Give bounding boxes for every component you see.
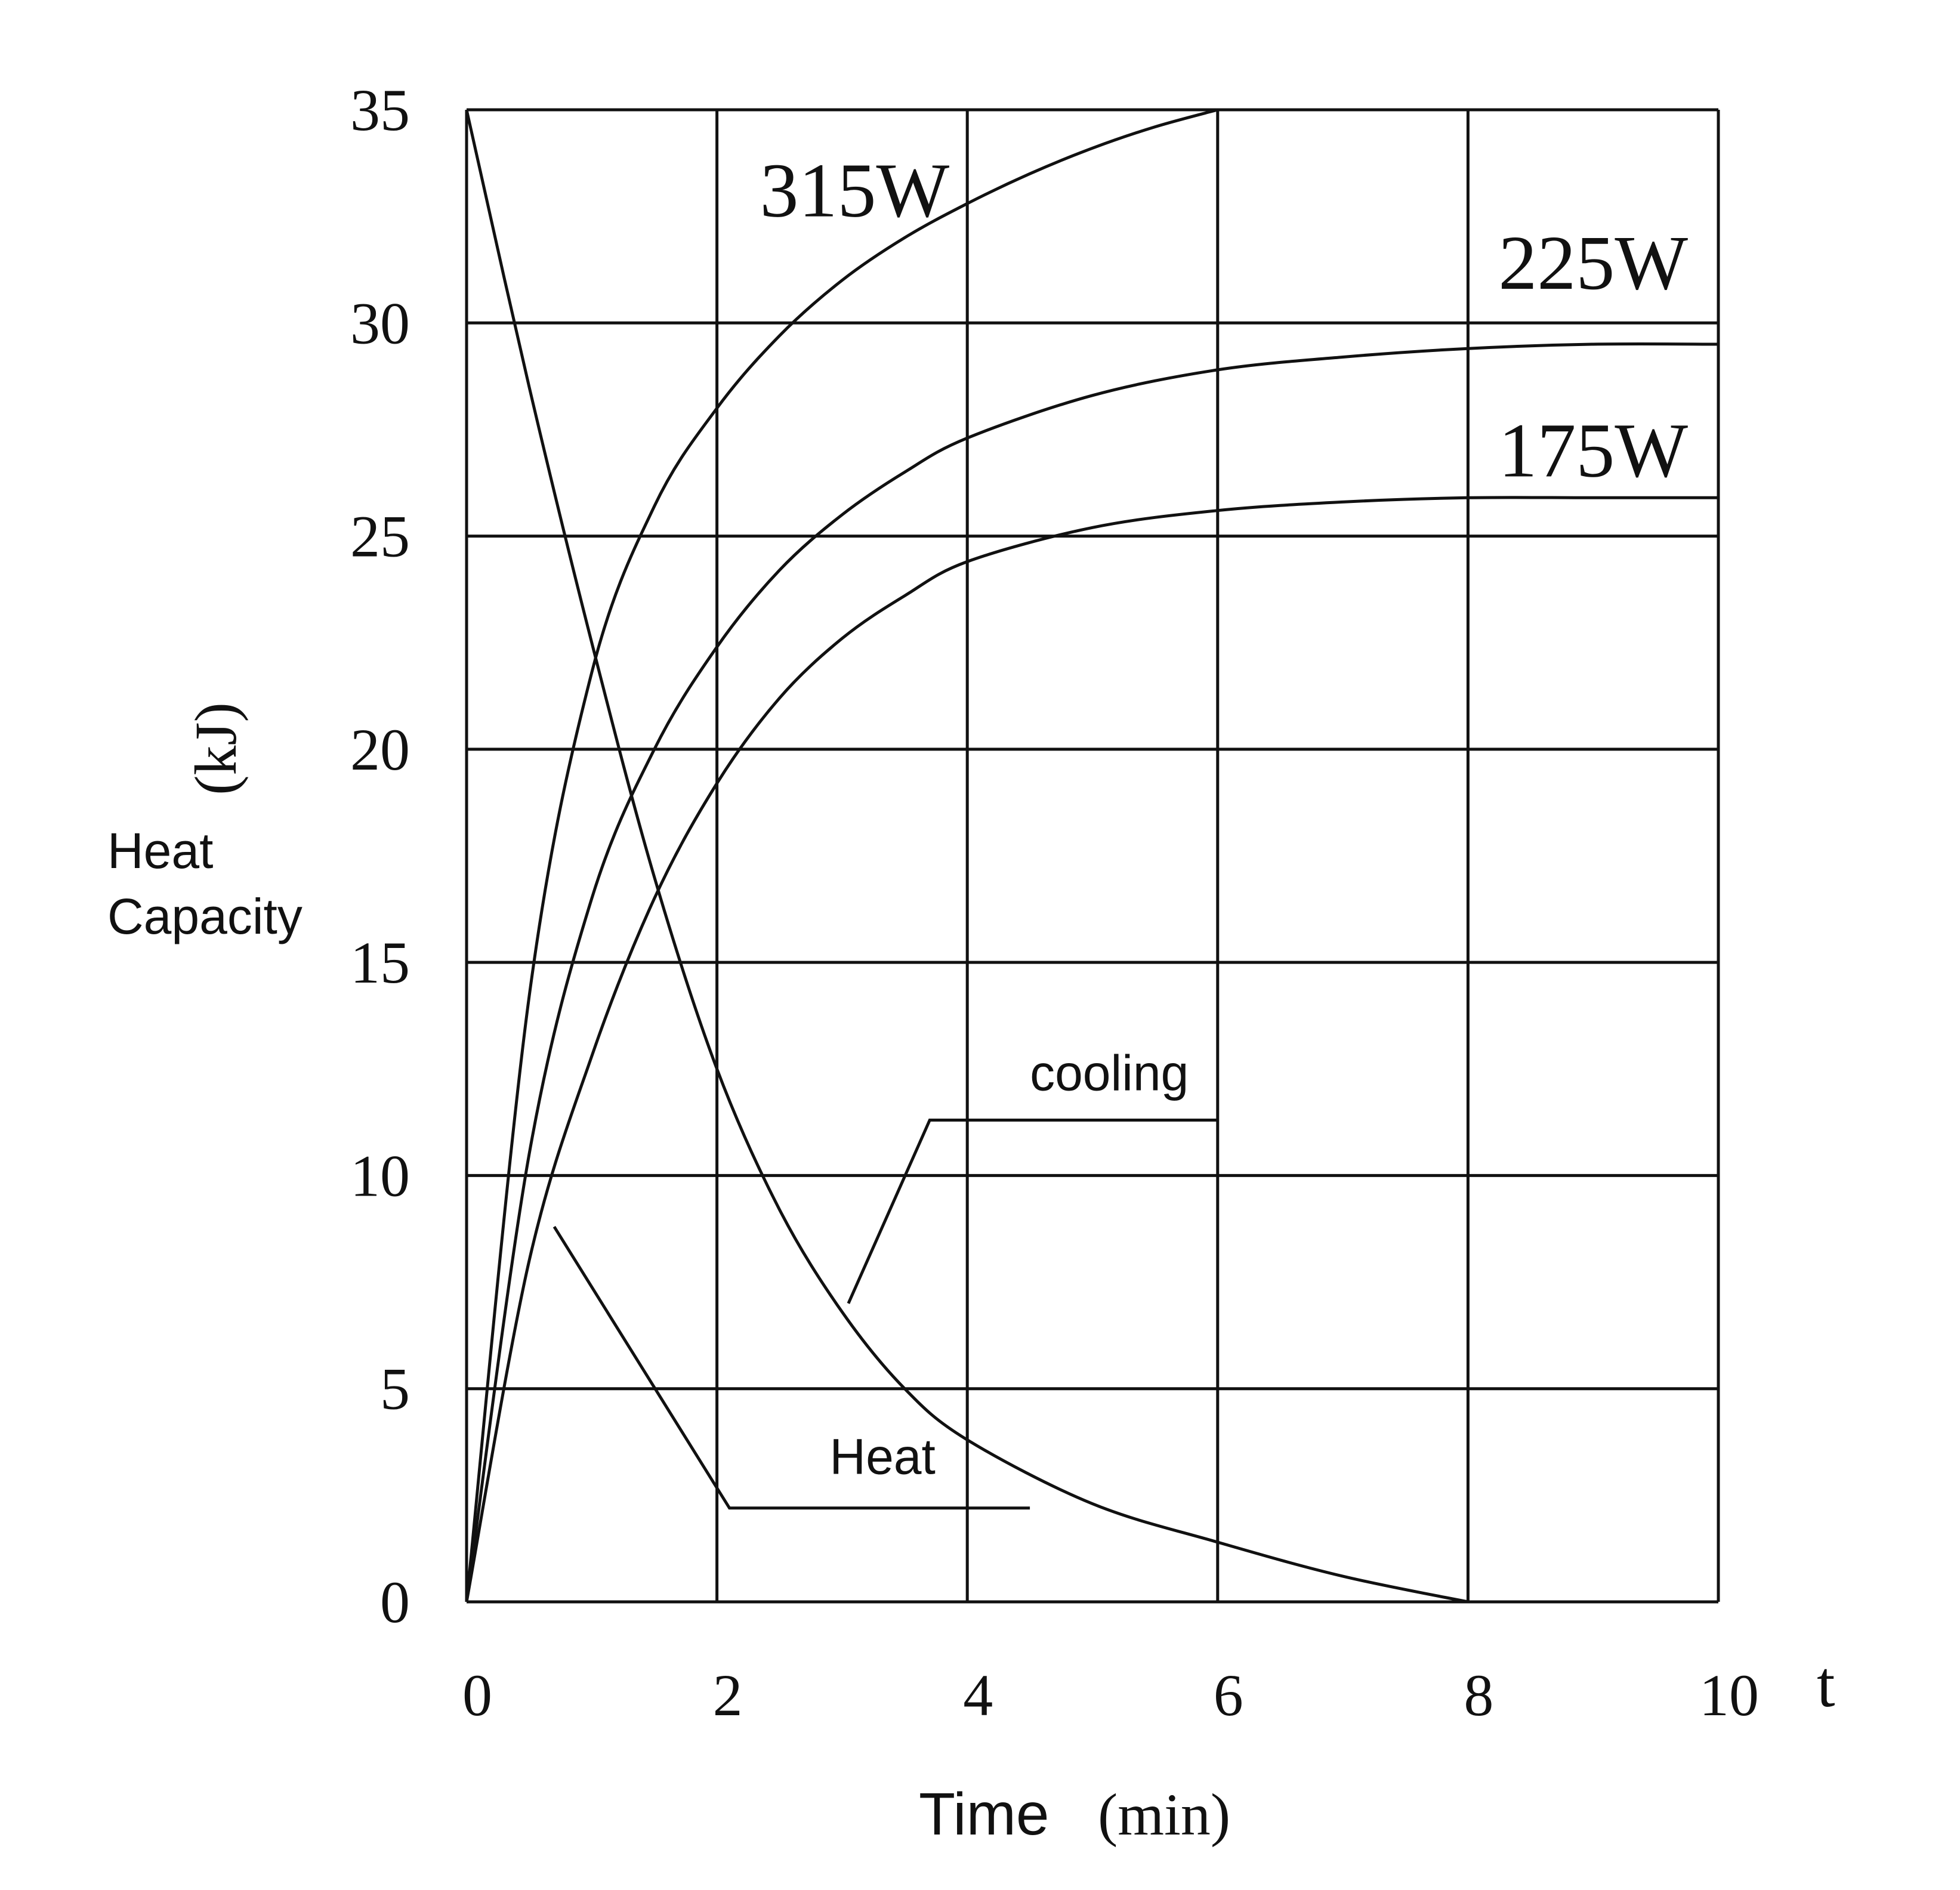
x-axis-label: Time [919,1781,1050,1848]
x-tick-labels: 0 2 4 6 8 10 [462,1662,1759,1728]
annotation-225w: 225W [1498,220,1688,306]
annotation-heat: Heat [829,1429,935,1485]
series-line-cooling [465,109,1468,1604]
y-axis-label-line-2: Capacity [107,888,303,944]
x-tick-label-10: 10 [1699,1662,1759,1728]
series-line-315w [465,108,1218,1602]
y-tick-label-15: 15 [350,929,410,996]
x-tick-label-0: 0 [462,1662,492,1728]
x-axis-symbol: t [1817,1648,1835,1721]
curves [465,108,1719,1604]
cooling-leader-line [847,1119,1218,1304]
y-tick-labels: 0 5 10 15 20 25 30 35 [350,77,410,1635]
y-tick-label-25: 25 [350,504,410,570]
x-tick-label-6: 6 [1214,1662,1243,1728]
y-axis-label: Heat Capacity [107,823,303,944]
annotation-315w: 315W [760,148,950,234]
y-unit-label: (kJ) [183,702,249,795]
series-line-225w [465,342,1719,1602]
annotation-175w: 175W [1498,408,1688,494]
y-tick-label-5: 5 [380,1356,410,1422]
y-tick-label-35: 35 [350,77,410,143]
y-tick-label-0: 0 [380,1569,410,1635]
y-tick-label-20: 20 [350,717,410,783]
series-line-175w [465,496,1718,1602]
x-tick-label-2: 2 [713,1662,743,1728]
grid [465,108,1720,1604]
annotation-cooling: cooling [1030,1045,1189,1101]
y-tick-label-10: 10 [350,1142,410,1209]
y-tick-label-30: 30 [350,290,410,356]
annotations: 315W 225W 175W cooling Heat [760,148,1689,1485]
x-tick-label-8: 8 [1464,1662,1493,1728]
x-tick-label-4: 4 [963,1662,993,1728]
y-axis-label-line-1: Heat [107,823,213,879]
x-unit-label: (min) [1098,1781,1230,1848]
heat-leader-line [552,1225,1030,1510]
annotation-leaders [552,1119,1218,1510]
